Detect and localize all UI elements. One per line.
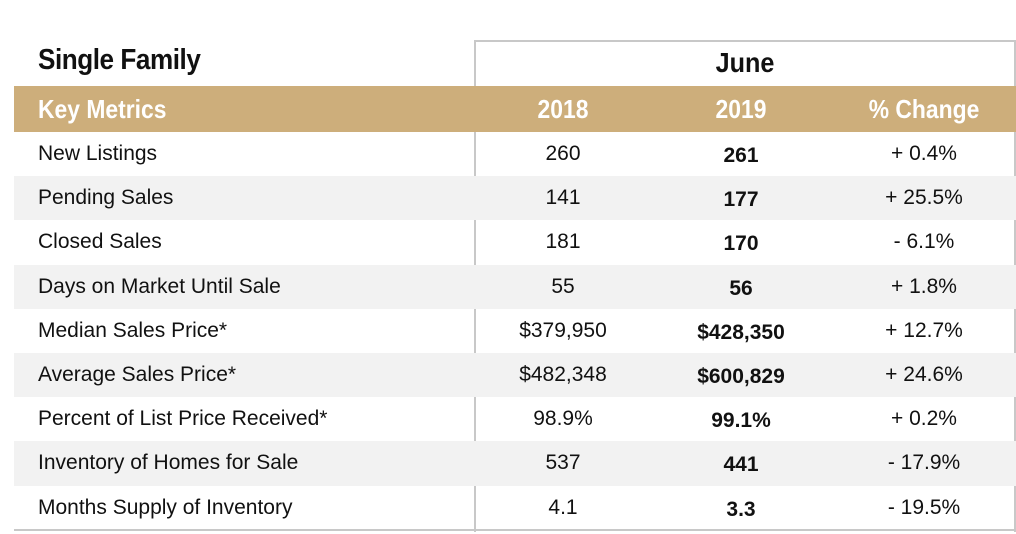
metric-label: Days on Market Until Sale: [38, 274, 281, 298]
metric-label: Median Sales Price*: [38, 318, 228, 342]
table-row: Days on Market Until Sale 55 56 + 1.8%: [14, 264, 1016, 309]
period-frame-top: [474, 40, 1016, 42]
table-row: Pending Sales 141 177 + 25.5%: [14, 176, 1016, 221]
percent-change: - 17.9%: [887, 451, 961, 475]
value-2018: 4.1: [548, 495, 578, 519]
section-title: Single Family: [38, 44, 201, 76]
value-2018: 181: [545, 230, 581, 254]
value-2019: 170: [723, 232, 759, 256]
metric-label: Percent of List Price Received*: [38, 407, 328, 431]
value-2018: 141: [545, 186, 581, 210]
period-title: June: [715, 47, 775, 78]
table-header: Key Metrics 2018 2019 % Change: [14, 86, 1016, 132]
value-2019: 99.1%: [711, 409, 771, 433]
percent-change: - 6.1%: [893, 230, 955, 254]
value-2018: 537: [545, 451, 581, 475]
metric-label: New Listings: [38, 142, 158, 165]
table-bottom-border: [14, 529, 1016, 531]
table-row: Months Supply of Inventory 4.1 3.3 - 19.…: [14, 486, 1016, 530]
table-row: Average Sales Price* $482,348 $600,829 +…: [14, 352, 1016, 398]
metric-label: Closed Sales: [38, 230, 162, 254]
metric-label: Inventory of Homes for Sale: [38, 451, 299, 475]
metric-label: Pending Sales: [38, 186, 174, 210]
value-2018: 98.9%: [533, 407, 593, 431]
metrics-table-body: New Listings 260 261 + 0.4% Pending Sale…: [14, 132, 1016, 530]
percent-change: + 25.5%: [885, 186, 963, 210]
percent-change: + 12.7%: [885, 318, 963, 342]
table-row: New Listings 260 261 + 0.4%: [14, 132, 1016, 176]
metric-label: Average Sales Price*: [38, 362, 237, 386]
value-2019: 177: [723, 188, 759, 212]
header-year-2018: 2018: [537, 94, 589, 124]
value-2018: $482,348: [519, 362, 607, 386]
table-row: Inventory of Homes for Sale 537 441 - 17…: [14, 441, 1016, 486]
table-row: Closed Sales 181 170 - 6.1%: [14, 220, 1016, 264]
value-2018: 55: [551, 274, 575, 298]
value-2018: $379,950: [519, 318, 607, 342]
table-row: Median Sales Price* $379,950 $428,350 + …: [14, 309, 1016, 353]
percent-change: - 19.5%: [887, 495, 961, 519]
percent-change: + 0.4%: [891, 142, 957, 165]
value-2019: 441: [723, 453, 759, 477]
value-2019: 261: [723, 144, 759, 167]
header-year-2019: 2019: [715, 94, 767, 124]
value-2019: $600,829: [697, 364, 785, 388]
value-2019: $428,350: [697, 320, 785, 344]
percent-change: + 1.8%: [891, 274, 957, 298]
value-2019: 3.3: [726, 497, 756, 521]
percent-change: + 0.2%: [891, 407, 957, 431]
header-percent-change: % Change: [868, 94, 980, 124]
value-2018: 260: [545, 142, 581, 165]
percent-change: + 24.6%: [885, 362, 963, 386]
header-key-metrics: Key Metrics: [38, 94, 167, 124]
value-2019: 56: [729, 276, 753, 300]
table-row: Percent of List Price Received* 98.9% 99…: [14, 397, 1016, 441]
metric-label: Months Supply of Inventory: [38, 495, 293, 519]
